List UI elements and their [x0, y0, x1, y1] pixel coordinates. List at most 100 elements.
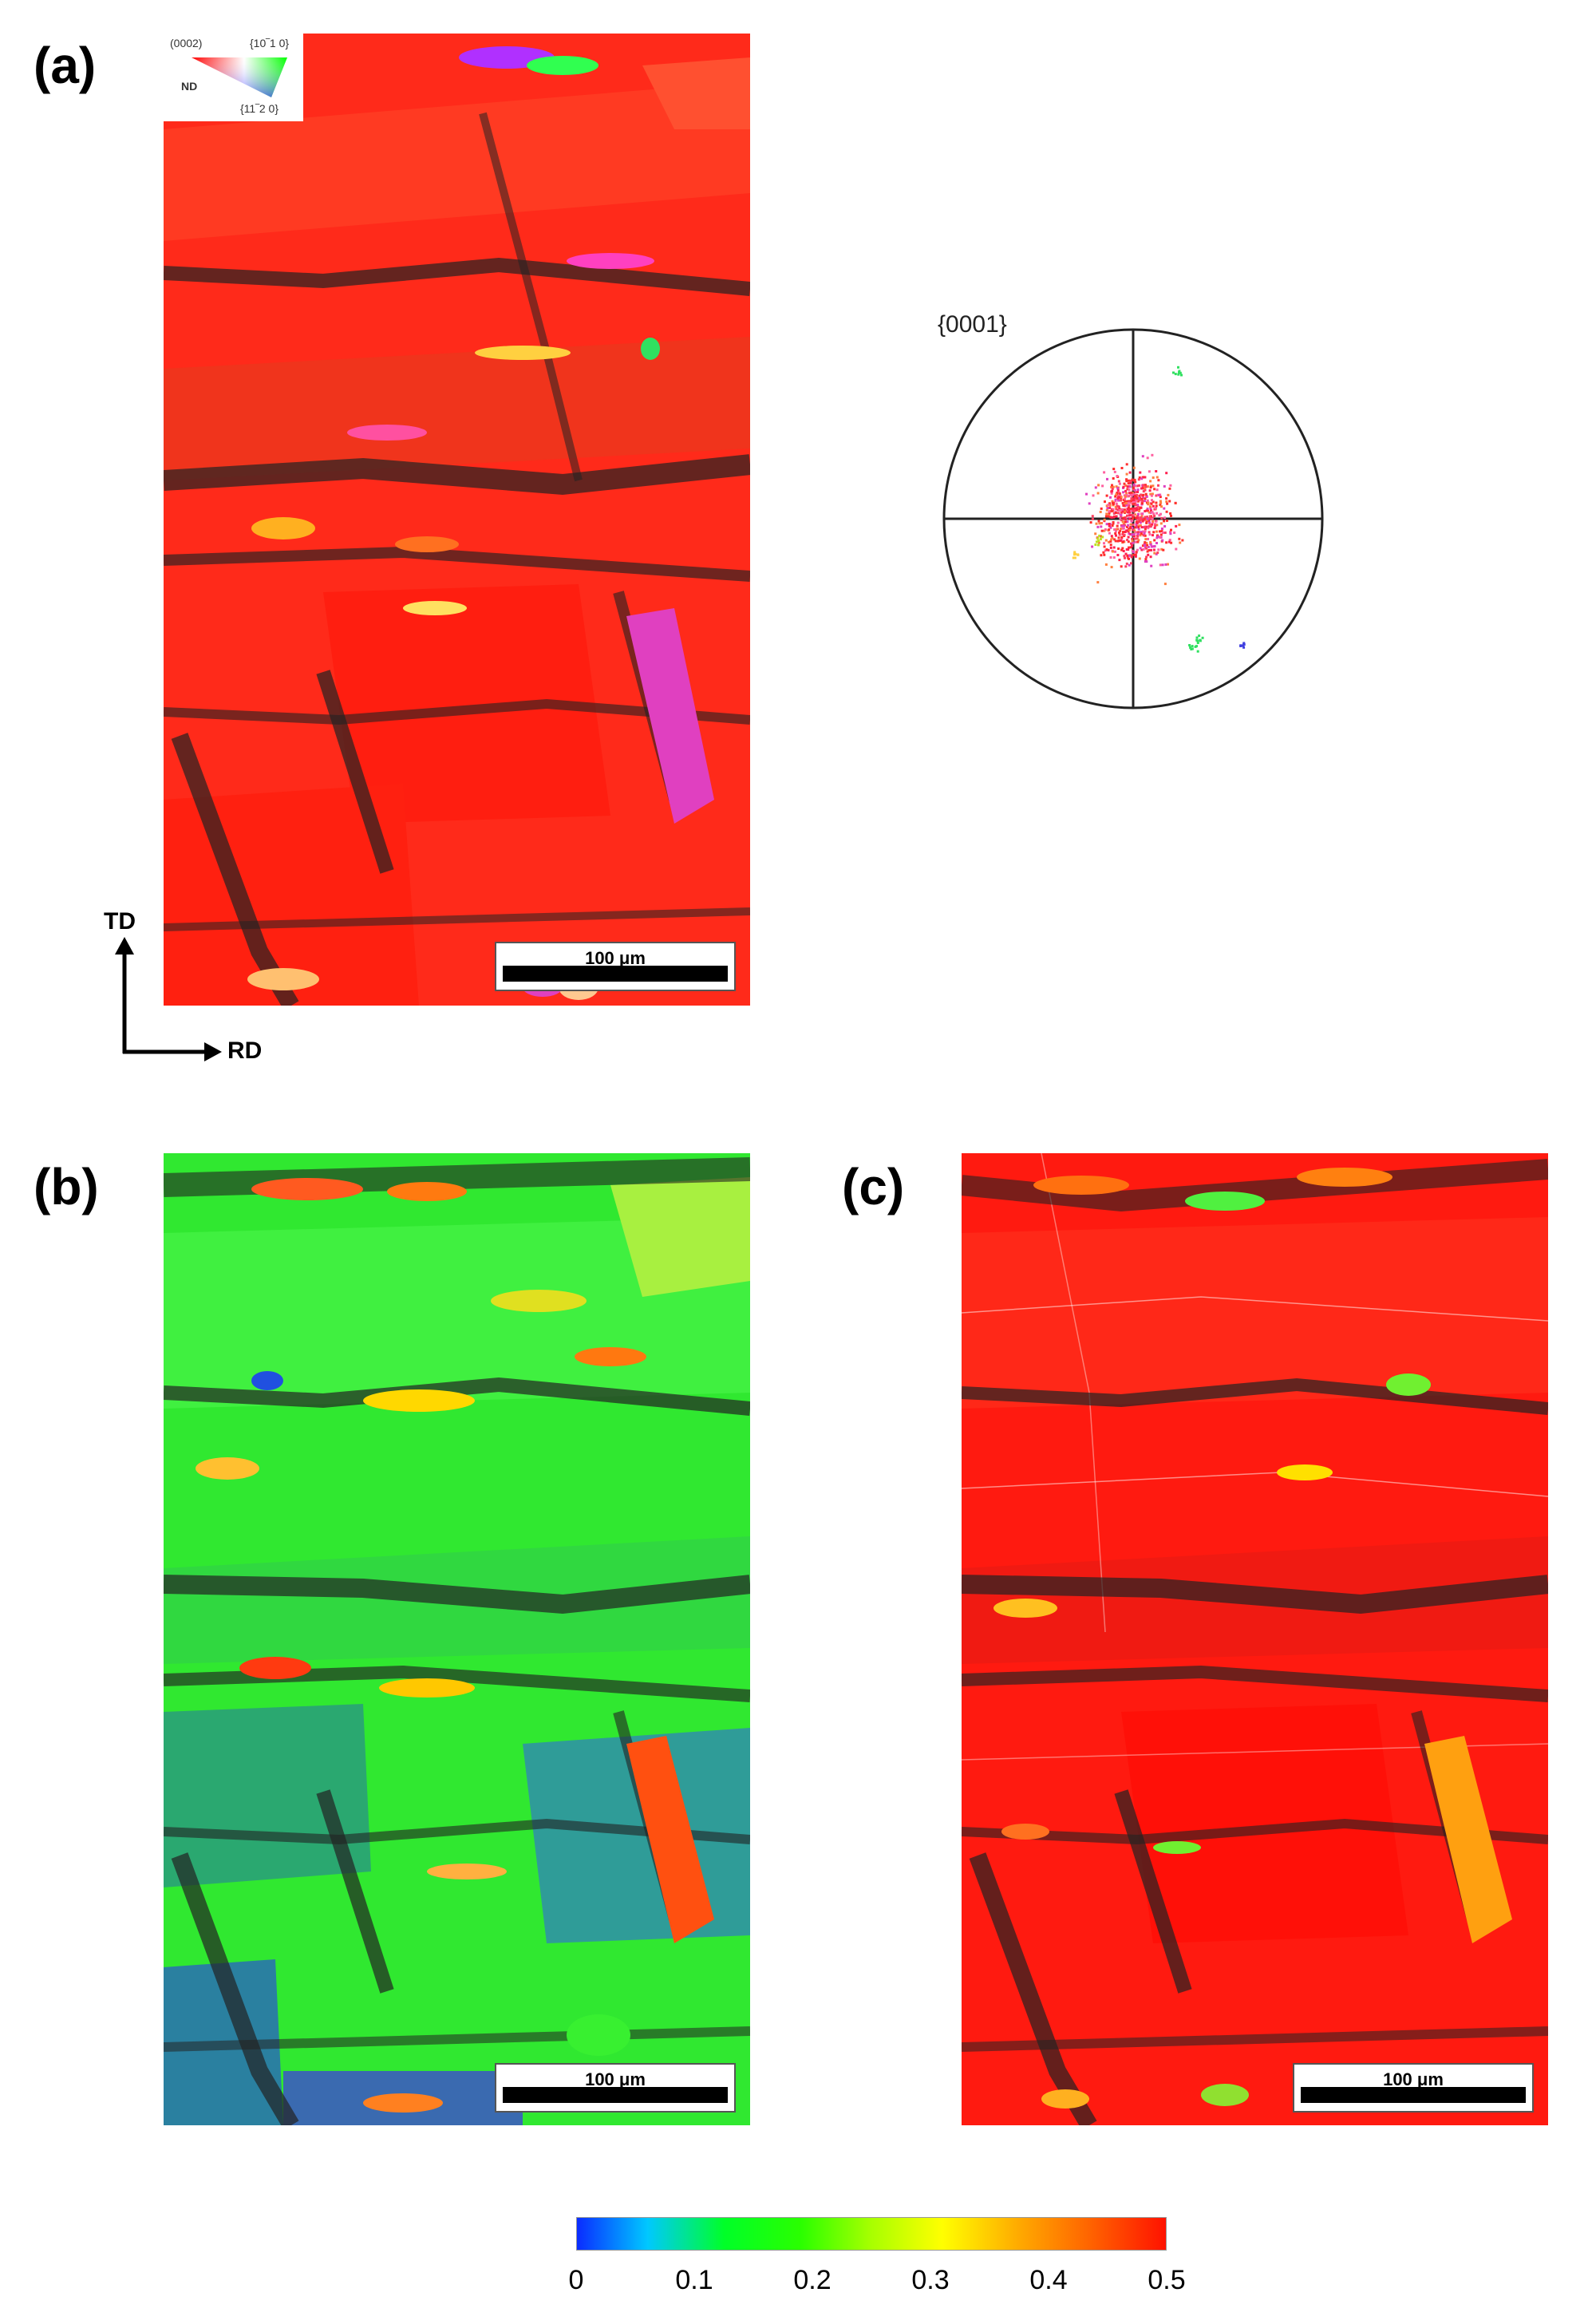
pole-figure-point	[1132, 497, 1135, 500]
pole-figure-point	[1140, 487, 1143, 490]
pole-figure-point	[1156, 493, 1159, 496]
pole-figure-point	[1101, 536, 1104, 539]
pole-figure-point	[1138, 476, 1141, 479]
pole-figure-point	[1136, 504, 1140, 507]
pole-figure-point	[1159, 533, 1163, 536]
pole-figure-point	[1106, 507, 1109, 509]
pole-figure-point	[1126, 539, 1129, 541]
pole-figure-point	[1124, 556, 1126, 559]
pole-figure-point	[1108, 532, 1111, 535]
pole-figure-point	[1133, 529, 1136, 532]
pole-figure-point	[1157, 484, 1159, 487]
ipf-label-11-20: {11‾2 0}	[240, 102, 279, 115]
pole-figure-point	[1116, 554, 1120, 556]
pole-figure-point	[1196, 650, 1199, 653]
pole-figure-point	[1142, 519, 1144, 522]
pole-figure-point	[1104, 539, 1108, 542]
pole-figure-point	[1105, 512, 1108, 516]
pole-figure-point	[1130, 491, 1133, 494]
pole-figure-point	[1144, 510, 1147, 512]
pole-figure-point	[1120, 519, 1124, 522]
pole-figure-point	[1137, 512, 1140, 516]
pole-figure-point	[1146, 508, 1149, 510]
pole-figure-point	[1123, 555, 1126, 558]
pole-figure-point	[1151, 453, 1154, 457]
pole-figure-point	[1144, 525, 1147, 528]
pole-figure-point	[1131, 513, 1134, 516]
pole-figure-point	[1180, 374, 1183, 377]
pole-figure-point	[1140, 526, 1144, 529]
pole-figure-point	[1134, 540, 1137, 543]
pole-figure-point	[1144, 560, 1147, 563]
pole-figure-point	[1134, 500, 1137, 504]
pole-figure-point	[1120, 565, 1123, 568]
pole-figure-point	[1157, 535, 1160, 538]
pole-figure-point	[1145, 520, 1148, 524]
pole-figure-point	[1154, 523, 1157, 526]
pole-figure-point	[1126, 495, 1129, 498]
pole-figure-point	[1137, 539, 1140, 542]
pole-figure-point	[1242, 642, 1245, 646]
pole-figure-point	[1160, 547, 1163, 551]
pole-figure-point	[1157, 479, 1160, 482]
pole-figure-point	[1133, 496, 1136, 500]
pole-figure-point	[1170, 514, 1172, 517]
pole-figure-point	[1165, 472, 1168, 475]
pole-figure-point	[1112, 556, 1116, 559]
pole-figure-point	[1108, 502, 1111, 505]
pole-figure-point	[1151, 504, 1155, 508]
pole-figure-point	[1111, 484, 1113, 487]
pole-figure-point	[1103, 529, 1106, 532]
pole-figure-point	[1148, 515, 1151, 518]
pole-figure-point	[1099, 535, 1102, 538]
pole-figure-point	[1126, 525, 1128, 528]
pole-figure-point	[1091, 515, 1094, 518]
pole-figure-point	[1151, 499, 1153, 502]
pole-figure-point	[1144, 492, 1148, 496]
pole-figure-point	[1178, 537, 1181, 540]
pole-figure-point	[1160, 516, 1163, 520]
pole-figure-point	[1116, 508, 1120, 512]
pole-figure-point	[1107, 548, 1110, 551]
colorbar-tick-label: 0	[568, 2265, 584, 2295]
pole-figure-point	[1139, 534, 1142, 537]
pole-figure-point	[1126, 485, 1129, 488]
pole-figure-point	[1195, 638, 1199, 642]
pole-figure-point	[1126, 520, 1129, 524]
pole-figure-point	[1132, 500, 1135, 503]
pole-figure-point	[1120, 536, 1124, 539]
pole-figure-point	[1125, 529, 1128, 532]
pole-figure-point	[1141, 500, 1144, 503]
pole-figure-point	[1198, 634, 1201, 638]
pole-figure-point	[1131, 538, 1134, 540]
pole-figure-point	[1166, 502, 1169, 505]
pole-figure-point	[1134, 553, 1137, 556]
pole-figure-point	[1146, 550, 1149, 553]
pole-figure-point	[1124, 500, 1127, 504]
pole-figure-point	[1144, 497, 1147, 500]
pole-figure-point	[1121, 547, 1124, 550]
pole-figure-point	[1092, 494, 1095, 497]
pole-figure-point	[1108, 524, 1111, 528]
pole-figure-point	[1131, 526, 1134, 529]
pole-figure-point	[1132, 503, 1136, 506]
pole-figure-point	[1140, 532, 1143, 536]
pole-figure-point	[1155, 504, 1158, 508]
ebsd-map-a-image	[164, 34, 750, 1006]
pole-figure-point	[1153, 514, 1155, 517]
pole-figure-point	[1099, 538, 1102, 541]
pole-figure-point	[1159, 563, 1162, 567]
pole-figure-point	[1167, 563, 1169, 566]
axis-label-td: TD	[104, 908, 136, 935]
pole-figure-point	[1135, 523, 1138, 526]
pole-figure-point	[1111, 509, 1114, 512]
pole-figure-point	[1103, 471, 1106, 474]
pole-figure-point	[1115, 502, 1118, 505]
pole-figure-point	[1134, 504, 1137, 507]
pole-figure-point	[1242, 646, 1246, 649]
pole-figure-point	[1150, 509, 1152, 512]
pole-figure-point	[1110, 566, 1113, 569]
pole-figure-point	[1159, 501, 1163, 504]
pole-figure-point	[1094, 532, 1097, 536]
pole-figure-point	[1120, 467, 1124, 469]
